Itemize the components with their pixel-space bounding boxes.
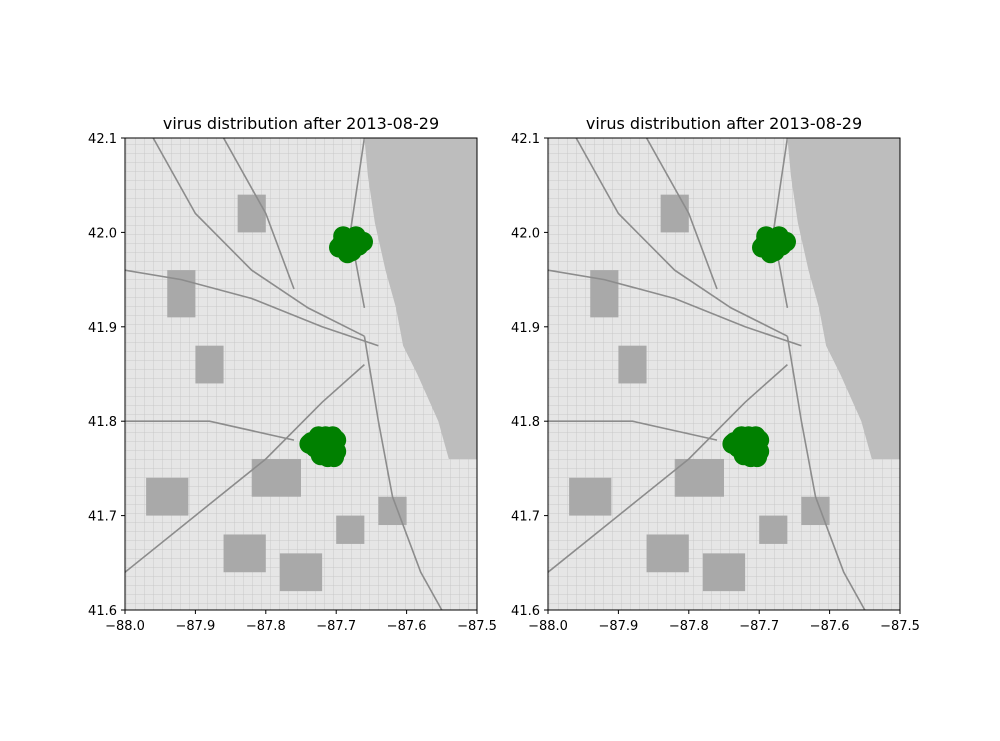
map-park: [237, 194, 266, 233]
y-tick-label: 41.7: [88, 510, 117, 525]
virus-markers: [299, 226, 373, 468]
map-road: [125, 420, 295, 441]
x-axis: −88.0 −87.9 −87.8 −87.7 −87.6 −87.5: [528, 610, 920, 634]
y-tick-label: 41.7: [511, 510, 540, 525]
map-background: [125, 138, 477, 610]
plot-frame: [547, 137, 901, 611]
subplot-left: virus distribution after 2013-08-29 −88.…: [88, 114, 497, 634]
map-park: [146, 477, 189, 516]
map-park: [251, 458, 301, 497]
map-park: [674, 458, 724, 497]
virus-point: [321, 435, 342, 456]
map-park: [801, 496, 830, 526]
x-tick-label: −87.6: [810, 619, 850, 634]
map-park: [618, 345, 647, 384]
subplot-right: virus distribution after 2013-08-29 −88.…: [511, 114, 920, 634]
chart-title: virus distribution after 2013-08-29: [586, 114, 862, 133]
y-axis: 41.6 41.7 41.8 41.9 42.0 42.1: [88, 132, 125, 619]
virus-point: [776, 231, 796, 252]
virus-point: [299, 433, 320, 454]
x-tick-label: −88.0: [528, 619, 568, 634]
map-area: [548, 138, 900, 610]
map-park: [569, 477, 612, 516]
x-tick-label: −87.6: [387, 619, 427, 634]
map-park: [223, 534, 266, 573]
map-park: [336, 515, 365, 544]
map-road: [786, 336, 866, 610]
map-park: [759, 515, 788, 544]
y-tick-label: 42.0: [88, 226, 117, 241]
chart-title: virus distribution after 2013-08-29: [163, 114, 439, 133]
y-tick-label: 41.9: [88, 321, 117, 336]
x-tick-label: −87.5: [880, 619, 920, 634]
map-road: [645, 138, 718, 290]
map-road: [125, 364, 365, 573]
x-tick-label: −87.7: [316, 619, 356, 634]
x-tick-label: −88.0: [105, 619, 145, 634]
map-area: [125, 138, 477, 610]
map-road: [548, 420, 718, 441]
map-road: [575, 138, 788, 337]
map-park: [702, 553, 746, 592]
map-park: [195, 345, 224, 384]
lake-michigan: [787, 138, 900, 459]
x-tick-label: −87.9: [598, 619, 638, 634]
plot-frame: [124, 137, 478, 611]
map-park: [279, 553, 323, 592]
virus-markers: [722, 226, 796, 468]
virus-point: [722, 433, 743, 454]
y-tick-label: 41.6: [88, 604, 117, 619]
virus-point: [353, 231, 373, 252]
map-road: [363, 336, 443, 610]
map-park: [646, 534, 689, 573]
y-tick-label: 42.1: [511, 132, 540, 147]
y-axis: 41.6 41.7 41.8 41.9 42.0 42.1: [511, 132, 548, 619]
y-tick-label: 41.6: [511, 604, 540, 619]
x-tick-label: −87.5: [457, 619, 497, 634]
map-road: [548, 269, 802, 347]
map-road: [152, 138, 365, 337]
map-road: [125, 269, 379, 347]
x-axis: −88.0 −87.9 −87.8 −87.7 −87.6 −87.5: [105, 610, 497, 634]
y-tick-label: 42.1: [88, 132, 117, 147]
y-tick-label: 41.8: [88, 415, 117, 430]
y-tick-label: 41.8: [511, 415, 540, 430]
x-tick-label: −87.8: [669, 619, 709, 634]
map-road: [222, 138, 295, 290]
y-tick-label: 41.9: [511, 321, 540, 336]
y-tick-label: 42.0: [511, 226, 540, 241]
map-background: [548, 138, 900, 610]
x-tick-label: −87.9: [175, 619, 215, 634]
lake-michigan: [364, 138, 477, 459]
virus-point: [752, 237, 772, 258]
x-tick-label: −87.8: [246, 619, 286, 634]
virus-point: [744, 435, 765, 456]
map-park: [378, 496, 407, 526]
x-tick-label: −87.7: [739, 619, 779, 634]
virus-point: [329, 237, 349, 258]
map-road: [548, 364, 788, 573]
map-park: [660, 194, 689, 233]
